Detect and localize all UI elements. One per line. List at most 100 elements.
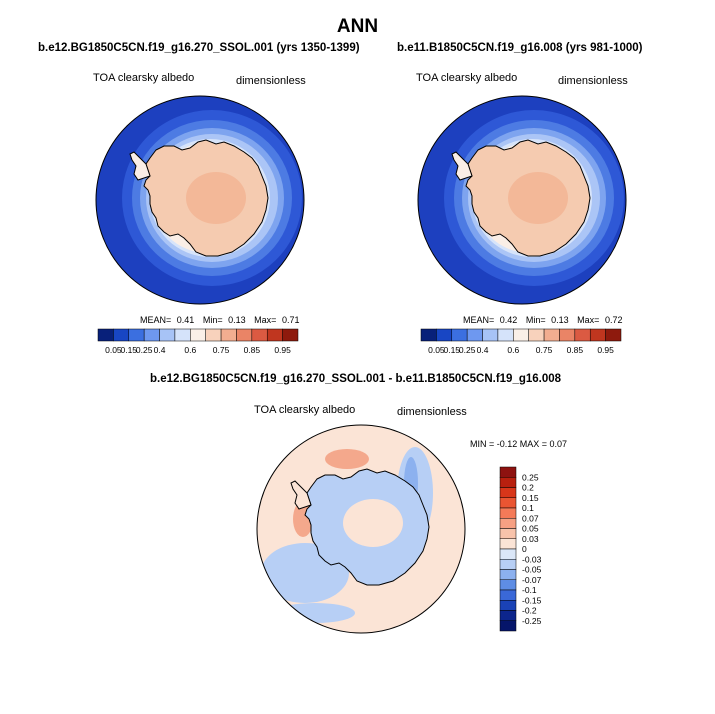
panel1-stats: MEAN= 0.41 Min= 0.13 Max= 0.71 [140, 315, 299, 325]
diff-colorbar-tick-label: -0.03 [522, 554, 542, 564]
diff-colorbar-swatch [500, 549, 516, 559]
diff-colorbar-swatch [500, 488, 516, 498]
panel2-colorbar-swatch [421, 329, 436, 341]
panel2-mean-label: MEAN= [463, 315, 494, 325]
diff-fields [257, 425, 465, 633]
panel2-colorbar-swatch [575, 329, 590, 341]
panel2-colorbar-swatch [513, 329, 528, 341]
panel1-case-title: b.e12.BG1850C5CN.f19_g16.270_SSOL.001 (y… [38, 42, 360, 54]
diff-colorbar-swatch [500, 539, 516, 549]
diff-colorbar: 0.250.20.150.10.070.050.030-0.03-0.05-0.… [500, 465, 552, 633]
panel2-colorbar-swatch [467, 329, 482, 341]
panel1-colorbar-tick-label: 0.05 [105, 345, 122, 355]
panel1-colorbar-tick-label: 0.6 [184, 345, 196, 355]
diff-continent-neutral [343, 499, 403, 547]
panel2-colorbar-swatch [498, 329, 513, 341]
panel2-colorbar-swatch [452, 329, 467, 341]
diff-colorbar-tick-label: -0.07 [522, 575, 542, 585]
diff-colorbar-tick-label: -0.2 [522, 606, 537, 616]
panel2-colorbar-tick-label: 0.05 [428, 345, 445, 355]
panel1-colorbar-swatch [267, 329, 282, 341]
panel1-colorbar-swatch [206, 329, 221, 341]
panel2-max-label: Max= [577, 315, 599, 325]
diff-colorbar-swatch [500, 498, 516, 508]
diff-colorbar-tick-label: 0.05 [522, 524, 539, 534]
panel1-colorbar-tick-label: 0.25 [136, 345, 153, 355]
panel2-colorbar-tick-label: 0.95 [597, 345, 614, 355]
panel2-colorbar-swatch [559, 329, 574, 341]
diff-colorbar-swatch [500, 477, 516, 487]
panel2-colorbar-tick-label: 0.75 [536, 345, 553, 355]
diff-colorbar-swatch [500, 600, 516, 610]
panel2-colorbar-swatch [529, 329, 544, 341]
panel1-min-value: 0.13 [228, 315, 246, 325]
diff-units-label: dimensionless [397, 406, 467, 418]
panel2-interior-high [508, 172, 568, 224]
panel2-mean-value: 0.42 [500, 315, 518, 325]
diff-colorbar-swatch [500, 590, 516, 600]
panel1-polar-map [94, 94, 306, 306]
diff-colorbar-swatch [500, 580, 516, 590]
panel1-max-label: Max= [254, 315, 276, 325]
panel1-colorbar-swatch [190, 329, 205, 341]
panel1-mean-value: 0.41 [177, 315, 195, 325]
panel1-colorbar-tick-label: 0.4 [154, 345, 166, 355]
diff-colorbar-swatch [500, 508, 516, 518]
diff-colorbar-tick-label: 0.25 [522, 472, 539, 482]
panel1-units-label: dimensionless [236, 75, 306, 87]
panel1-colorbar-swatch [98, 329, 113, 341]
diff-variable-label: TOA clearsky albedo [254, 404, 355, 416]
panel1-variable-label: TOA clearsky albedo [93, 72, 194, 84]
panel2-colorbar-swatch [483, 329, 498, 341]
diff-colorbar-tick-label: 0.03 [522, 534, 539, 544]
panel1-colorbar: 0.050.150.25 0.4 0.6 0.75 0.85 0.95 [96, 329, 300, 359]
panel2-stats: MEAN= 0.42 Min= 0.13 Max= 0.72 [463, 315, 622, 325]
panel1-colorbar-swatch [175, 329, 190, 341]
panel1-colorbar-tick-label: 0.95 [274, 345, 291, 355]
panel2-colorbar-tick-label: 0.6 [507, 345, 519, 355]
diff-colorbar-swatch [500, 621, 516, 631]
panel1-colorbar-swatch [129, 329, 144, 341]
diff-title: b.e12.BG1850C5CN.f19_g16.270_SSOL.001 - … [150, 373, 561, 385]
panel2-colorbar-swatch [590, 329, 605, 341]
panel2-fields [418, 96, 626, 304]
diff-colorbar-swatch [500, 559, 516, 569]
diff-colorbar-tick-label: -0.15 [522, 595, 542, 605]
panel1-colorbar-tick-label: 0.15 [120, 345, 137, 355]
panel1-colorbar-tick-label: 0.85 [244, 345, 261, 355]
panel1-colorbar-swatch [160, 329, 175, 341]
diff-colorbar-swatch [500, 570, 516, 580]
diff-colorbar-tick-label: 0 [522, 544, 527, 554]
panel1-interior-high [186, 172, 246, 224]
panel2-min-value: 0.13 [551, 315, 569, 325]
panel2-max-value: 0.72 [605, 315, 623, 325]
diff-colorbar-tick-label: 0.15 [522, 493, 539, 503]
diff-colorbar-swatch [500, 529, 516, 539]
panel1-colorbar-swatch [144, 329, 159, 341]
main-title: ANN [0, 16, 715, 38]
diff-negative-region-s [275, 603, 355, 623]
diff-positive-region-n [325, 449, 369, 469]
panel2-colorbar-swatch [606, 329, 621, 341]
panel2-colorbar-tick-label: 0.85 [567, 345, 584, 355]
panel1-colorbar-swatch [221, 329, 236, 341]
panel1-fields [96, 96, 304, 304]
panel1-colorbar-swatch [113, 329, 128, 341]
panel2-variable-label: TOA clearsky albedo [416, 72, 517, 84]
diff-colorbar-swatch [500, 467, 516, 477]
panel1-colorbar-tick-label: 0.75 [213, 345, 230, 355]
panel2-colorbar: 0.050.150.25 0.4 0.6 0.75 0.85 0.95 [419, 329, 623, 359]
panel1-min-label: Min= [203, 315, 223, 325]
diff-colorbar-tick-label: -0.05 [522, 565, 542, 575]
diff-colorbar-tick-label: 0.1 [522, 503, 534, 513]
panel2-min-label: Min= [526, 315, 546, 325]
diff-colorbar-tick-label: -0.25 [522, 616, 542, 626]
panel2-polar-map [416, 94, 628, 306]
panel2-colorbar-tick-label: 0.15 [443, 345, 460, 355]
panel2-units-label: dimensionless [558, 75, 628, 87]
diff-colorbar-swatch [500, 611, 516, 621]
panel1-max-value: 0.71 [282, 315, 300, 325]
diff-colorbar-tick-label: 0.07 [522, 513, 539, 523]
diff-polar-map [255, 423, 467, 635]
panel2-colorbar-tick-label: 0.4 [477, 345, 489, 355]
